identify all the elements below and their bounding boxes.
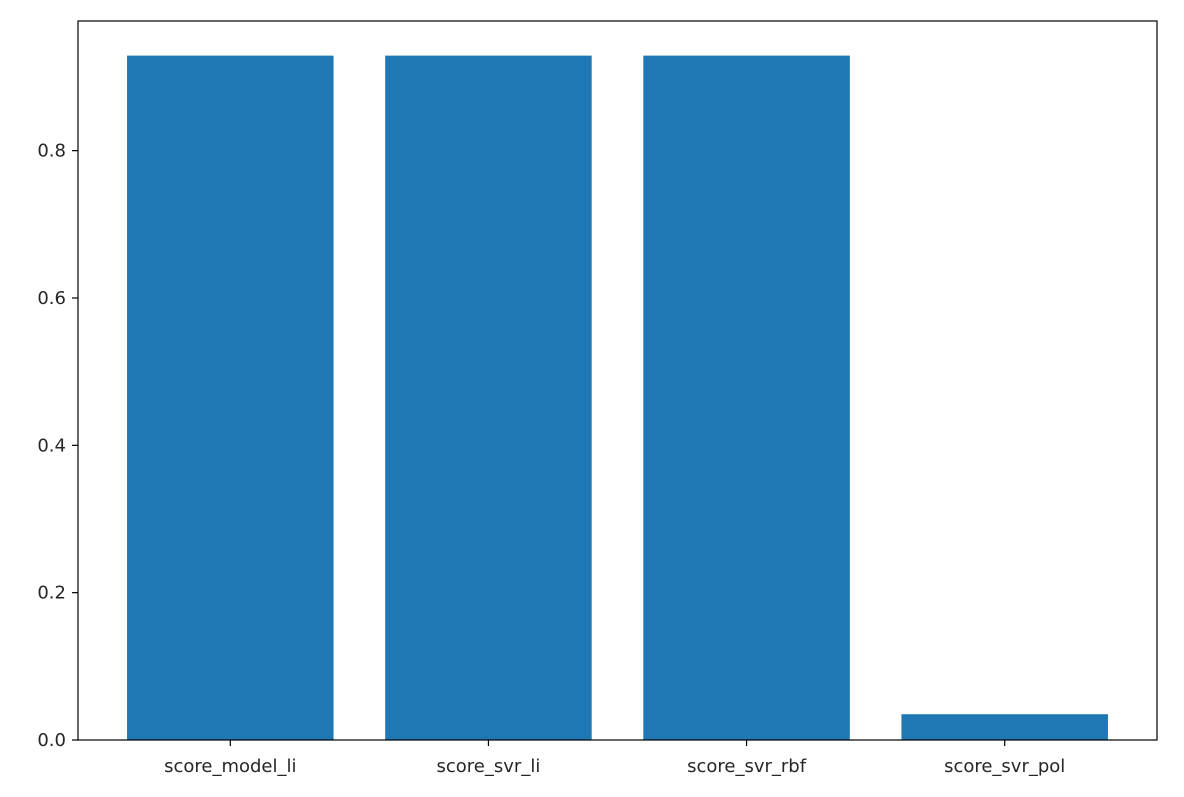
- x-tick-label: score_svr_li: [437, 756, 541, 777]
- y-tick-label: 0.2: [37, 583, 66, 604]
- bar-score_svr_pol: [901, 714, 1108, 740]
- y-tick-label: 0.8: [37, 141, 66, 162]
- bar-score_svr_rbf: [643, 55, 850, 741]
- x-axis-ticks: score_model_li score_svr_li score_svr_rbf s…: [164, 740, 1065, 777]
- x-tick-label: score_svr_pol: [944, 756, 1065, 777]
- bar-score_svr_li: [385, 55, 592, 741]
- bar-score_model_li: [127, 55, 334, 741]
- bars-group: [127, 55, 1108, 741]
- x-tick-label: score_svr_rbf: [687, 756, 807, 777]
- x-tick-label: score_model_li: [164, 756, 296, 777]
- plot-frame: [77, 20, 1158, 741]
- y-tick-label: 0.6: [37, 288, 66, 309]
- y-axis-ticks: 0.0 0.2 0.4 0.6 0.8: [37, 141, 78, 751]
- y-tick-label: 0.0: [37, 730, 66, 751]
- y-tick-label: 0.4: [37, 435, 66, 456]
